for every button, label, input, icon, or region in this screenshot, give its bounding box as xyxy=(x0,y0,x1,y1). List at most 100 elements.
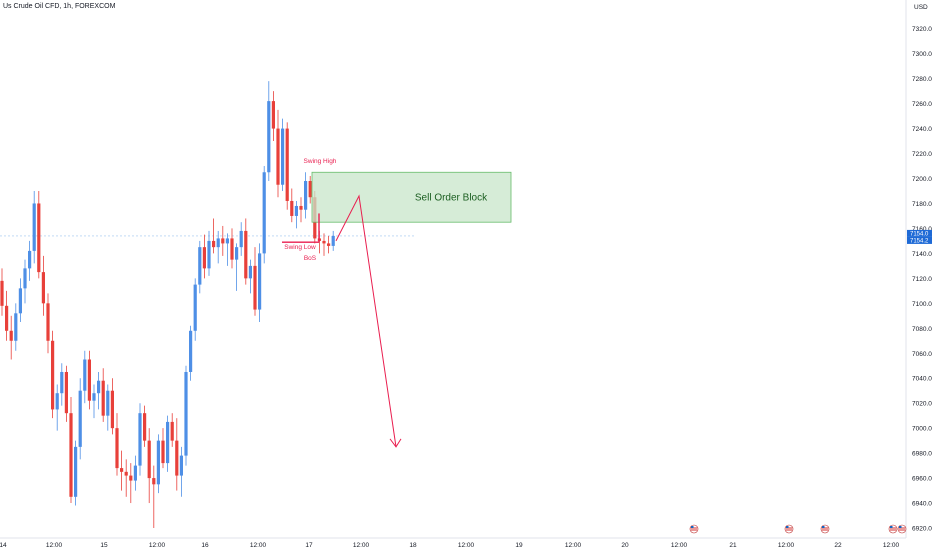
candle-body xyxy=(156,440,160,485)
us-flag-icon xyxy=(890,526,893,528)
us-flag-icon xyxy=(899,526,902,528)
y-tick-label: 7060.0 xyxy=(912,351,932,358)
candle-body xyxy=(308,180,312,198)
candle-body xyxy=(244,230,248,279)
event-flags xyxy=(689,524,907,534)
x-tick-label: 12:00 xyxy=(671,542,688,549)
candle-body xyxy=(235,247,239,260)
x-axis: 14 12:00 15 12:00 16 12:00 17 12:00 18 12:00 19 12:… xyxy=(0,542,900,549)
annotations-group: Sell Order Block Swing High Swing Low BoS xyxy=(282,158,512,448)
y-tick-label: 7040.0 xyxy=(912,376,932,383)
candle-body xyxy=(202,247,206,269)
candles-group xyxy=(0,81,335,529)
x-tick-label: 17 xyxy=(305,542,313,549)
candle-body xyxy=(74,446,78,497)
candle-body xyxy=(92,393,96,401)
us-flag-icon xyxy=(822,526,825,528)
y-tick-label: 7120.0 xyxy=(912,276,932,283)
candle-body xyxy=(239,230,243,248)
candle-body xyxy=(110,390,114,429)
candle-body xyxy=(258,253,262,310)
candle-body xyxy=(18,288,22,314)
candle-body xyxy=(87,359,91,401)
x-tick-label: 15 xyxy=(100,542,108,549)
x-tick-label: 12:00 xyxy=(565,542,582,549)
x-tick-label: 12:00 xyxy=(883,542,900,549)
candle-body xyxy=(55,393,59,410)
y-tick-label: 7160.0 xyxy=(912,226,932,233)
order-block-label: Sell Order Block xyxy=(415,193,488,204)
candle-body xyxy=(37,203,41,273)
us-flag-icon xyxy=(691,527,697,529)
candle-body xyxy=(83,359,87,391)
x-tick-label: 20 xyxy=(621,542,629,549)
us-flag-icon xyxy=(890,527,896,529)
candle-body xyxy=(138,413,142,466)
y-tick-label: 7020.0 xyxy=(912,401,932,408)
candle-body xyxy=(221,238,225,244)
projection-arrow xyxy=(335,194,397,447)
candle-body xyxy=(32,203,36,251)
candle-body xyxy=(64,371,68,414)
y-tick-label: 7100.0 xyxy=(912,301,932,308)
candle-body xyxy=(23,268,27,289)
candle-body xyxy=(299,205,303,210)
candle-body xyxy=(14,313,18,341)
candle-body xyxy=(106,390,110,416)
candle-body xyxy=(9,330,13,341)
x-tick-label: 12:00 xyxy=(458,542,475,549)
us-flag-icon xyxy=(691,526,694,528)
candle-body xyxy=(230,238,234,260)
y-tick-label: 7180.0 xyxy=(912,201,932,208)
us-flag-icon xyxy=(822,527,828,529)
us-flag-icon xyxy=(899,529,905,531)
us-flag-icon xyxy=(899,527,905,529)
candle-body xyxy=(253,265,257,310)
candle-body xyxy=(170,421,174,441)
candle-body xyxy=(327,243,331,246)
bos-label: BoS xyxy=(304,255,317,262)
candle-body xyxy=(281,128,285,185)
candle-body xyxy=(161,440,165,464)
candle-body xyxy=(5,305,9,331)
candle-body xyxy=(322,240,326,244)
candle-body xyxy=(212,240,216,248)
y-tick-label: 7320.0 xyxy=(912,26,932,33)
candle-body xyxy=(285,128,289,201)
chart-title: Us Crude Oil CFD, 1h, FOREXCOM xyxy=(3,3,116,10)
candle-body xyxy=(198,247,202,285)
y-axis: 6920.0 6940.0 6960.0 6980.0 7000.0 7020.0 7040… xyxy=(907,26,932,533)
swing-low-label: Swing Low xyxy=(284,244,316,251)
candle-body xyxy=(331,235,335,246)
us-flag-icon xyxy=(786,526,789,528)
candle-body xyxy=(124,471,128,476)
x-tick-label: 12:00 xyxy=(353,542,370,549)
x-tick-label: 18 xyxy=(409,542,417,549)
candle-body xyxy=(129,475,133,481)
x-tick-label: 16 xyxy=(201,542,209,549)
y-tick-label: 7240.0 xyxy=(912,126,932,133)
x-tick-label: 21 xyxy=(729,542,737,549)
us-flag-icon xyxy=(786,529,792,531)
candle-body xyxy=(304,180,308,210)
projection-arrowhead xyxy=(389,438,402,448)
y-tick-label: 6980.0 xyxy=(912,451,932,458)
us-flag-icon xyxy=(890,529,896,531)
us-flag-icon xyxy=(691,529,697,531)
candle-body xyxy=(147,440,151,479)
price-tag-label: 7154.0 xyxy=(910,231,929,237)
price-tag xyxy=(907,229,932,237)
candle-body xyxy=(69,413,73,497)
candle-body xyxy=(189,330,193,372)
candle-body xyxy=(166,421,170,464)
candle-body xyxy=(41,272,45,304)
y-tick-label: 6940.0 xyxy=(912,501,932,508)
us-flag-icon xyxy=(786,527,792,529)
candle-body xyxy=(143,413,147,441)
candle-body xyxy=(207,240,211,269)
candle-body xyxy=(262,172,266,254)
y-tick-label: 7000.0 xyxy=(912,426,932,433)
candle-body xyxy=(120,468,124,472)
bid-tag xyxy=(907,236,932,244)
